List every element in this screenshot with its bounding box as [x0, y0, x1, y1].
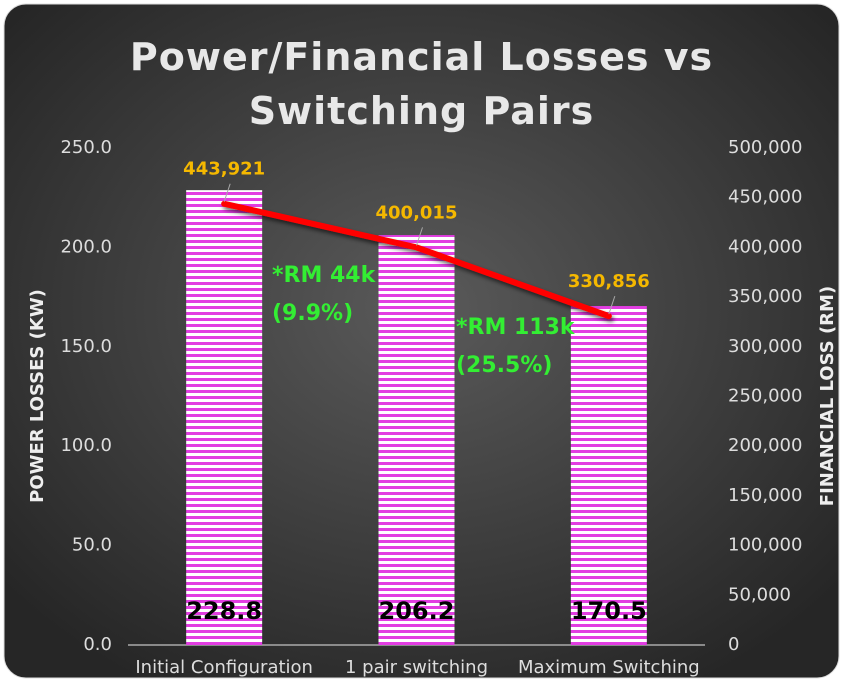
y-axis-title: POWER LOSSES (KW)	[27, 289, 48, 503]
x-tick-label: Maximum Switching	[518, 657, 700, 678]
line-value-label: 330,856	[568, 271, 650, 292]
annotation: (9.9%)	[272, 301, 353, 326]
y2-tick-label: 0	[728, 634, 739, 655]
bar-value-label: 206.2	[379, 597, 455, 625]
y2-tick-label: 200,000	[728, 435, 802, 456]
y2-tick-label: 300,000	[728, 336, 802, 357]
line-value-label: 443,921	[183, 159, 265, 180]
bar	[186, 190, 263, 645]
y2-tick-label: 350,000	[728, 286, 802, 307]
bar	[570, 306, 647, 645]
y2-tick-label: 450,000	[728, 187, 802, 208]
y-tick-label: 100.0	[60, 435, 112, 456]
x-tick-label: 1 pair switching	[345, 657, 488, 678]
bar-value-label: 170.5	[571, 597, 647, 625]
leader-line	[416, 227, 423, 246]
y2-tick-label: 400,000	[728, 236, 802, 257]
annotation: (25.5%)	[456, 353, 552, 378]
leader-line	[608, 295, 616, 315]
y2-tick-label: 50,000	[728, 584, 791, 605]
y-tick-label: 200.0	[60, 236, 112, 257]
annotation: *RM 44k	[272, 263, 377, 288]
y2-tick-label: 250,000	[728, 386, 802, 407]
y-tick-label: 150.0	[60, 336, 112, 357]
line	[221, 200, 612, 320]
bar	[378, 235, 455, 645]
y2-axis-title: FINANCIAL LOSS (RM)	[817, 286, 838, 506]
line-value-label: 400,015	[376, 202, 458, 223]
leader-line	[223, 183, 231, 202]
bar-value-label: 228.8	[186, 597, 262, 625]
x-tick-label: Initial Configuration	[135, 657, 313, 678]
y2-tick-label: 150,000	[728, 485, 802, 506]
y-tick-label: 0.0	[83, 634, 112, 655]
y-tick-label: 250.0	[60, 137, 112, 158]
annotation: *RM 113k	[456, 315, 576, 340]
y2-tick-label: 100,000	[728, 535, 802, 556]
y2-tick-label: 500,000	[728, 137, 802, 158]
y-tick-label: 50.0	[72, 535, 112, 556]
chart-title: Power/Financial Losses vs Switching Pair…	[129, 35, 714, 133]
